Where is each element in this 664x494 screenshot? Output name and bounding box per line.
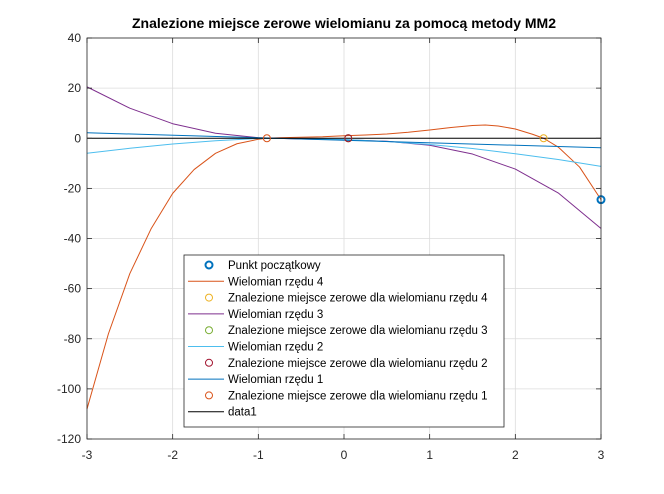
legend-swatch	[205, 358, 213, 367]
y-tick-label: -60	[64, 282, 82, 296]
x-tick-label: 3	[598, 448, 605, 462]
y-tick-label: 20	[68, 81, 82, 95]
x-tick-label: 2	[512, 448, 519, 462]
legend-entry: Znalezione miejsce zerowe dla wielomianu…	[228, 358, 488, 370]
series-marker-6	[344, 134, 353, 143]
legend-entry: Wielomian rzędu 1	[228, 374, 323, 386]
x-tick-label: -3	[82, 448, 93, 462]
legend-swatch	[205, 326, 213, 335]
axis-tick-labels: -3 -2 -1 0 1 2 3 -120 -100 -80 -60 -40 -20 0 20 40	[57, 31, 605, 462]
y-tick-label: -20	[64, 181, 82, 195]
y-tick-label: 40	[68, 31, 82, 45]
series-line-7	[86, 132, 602, 149]
y-tick-label: -80	[64, 332, 82, 346]
y-tick-label: -100	[57, 382, 81, 396]
legend: Punkt początkowy Wielomian rzędu 4 Znalezi…	[183, 254, 505, 428]
legend-entry: Punkt początkowy	[228, 260, 321, 272]
series-marker-8	[262, 134, 271, 143]
y-tick-label: 0	[74, 131, 81, 145]
legend-entry: Znalezione miejsce zerowe dla wielomianu…	[228, 390, 488, 402]
legend-box	[183, 254, 505, 428]
chart-title: Znalezione miejsce zerowe wielomianu za …	[132, 15, 556, 31]
x-tick-label: 1	[426, 448, 433, 462]
y-tick-label: -40	[64, 232, 82, 246]
series-line-1	[86, 124, 602, 410]
legend-entry: data1	[228, 407, 257, 419]
x-tick-label: -1	[253, 448, 264, 462]
axis-ticks	[86, 37, 602, 440]
x-tick-label: -2	[167, 448, 178, 462]
series-line-5	[86, 138, 602, 167]
series-marker-2	[539, 134, 548, 143]
legend-swatch	[205, 293, 213, 302]
legend-swatch	[204, 260, 214, 270]
legend-entry: Wielomian rzędu 3	[228, 309, 323, 321]
legend-entry: Wielomian rzędu 4	[228, 276, 324, 288]
legend-entry: Znalezione miejsce zerowe dla wielomianu…	[228, 293, 488, 305]
legend-swatch	[205, 391, 213, 400]
legend-entry: Wielomian rzędu 2	[228, 342, 323, 354]
x-tick-label: 0	[341, 448, 348, 462]
data-layer	[86, 86, 606, 410]
y-tick-label: -120	[57, 432, 81, 446]
legend-entry: Znalezione miejsce zerowe dla wielomianu…	[228, 325, 488, 337]
